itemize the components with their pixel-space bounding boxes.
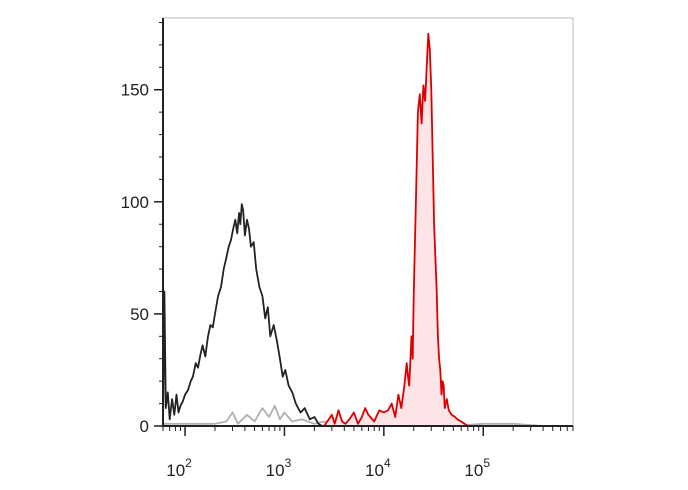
plot-frame — [162, 17, 574, 427]
y-tick-label: 150 — [121, 81, 149, 100]
y-tick-label: 0 — [140, 417, 149, 436]
y-tick-label: 50 — [130, 305, 149, 324]
x-tick-label: 104 — [365, 456, 391, 480]
series-2-fill — [324, 33, 468, 426]
axes-layer: 0 50 100 150 102 103 104 105 — [121, 18, 574, 480]
x-tick-label: 102 — [166, 456, 192, 480]
y-tick-label: 100 — [121, 193, 149, 212]
series-2-line — [323, 32, 469, 427]
series-layer — [162, 32, 573, 427]
series-1-line — [162, 203, 323, 427]
x-tick-label: 103 — [266, 456, 292, 480]
x-tick-label: 105 — [464, 456, 490, 480]
